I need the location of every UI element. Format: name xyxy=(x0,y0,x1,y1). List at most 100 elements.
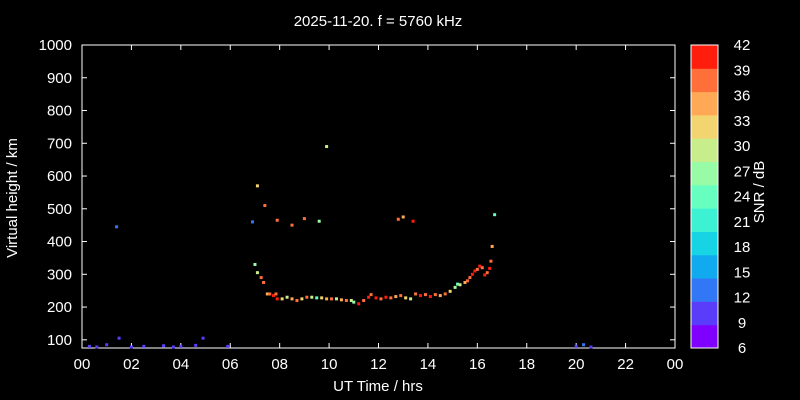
data-point xyxy=(490,244,494,248)
data-points xyxy=(87,145,593,349)
data-point xyxy=(339,298,343,302)
data-point xyxy=(274,292,278,296)
data-point xyxy=(582,343,586,347)
data-point xyxy=(325,145,329,149)
colorbar-segment xyxy=(691,231,718,256)
data-point xyxy=(589,345,593,349)
x-tick-label: 06 xyxy=(222,356,239,373)
data-point xyxy=(349,299,353,303)
colorbar-tick-label: 30 xyxy=(734,138,751,155)
colorbar-segment xyxy=(691,91,718,116)
data-point xyxy=(483,273,487,277)
data-point xyxy=(493,213,497,217)
colorbar-segment xyxy=(691,45,718,69)
colorbar-segment xyxy=(691,254,718,279)
colorbar-segment xyxy=(691,324,718,349)
data-point xyxy=(255,271,259,275)
data-point xyxy=(179,344,183,348)
data-point xyxy=(285,295,289,299)
x-tick-label: 00 xyxy=(74,356,91,373)
y-axis-label: Virtual height / km xyxy=(4,138,21,258)
x-tick-label: 02 xyxy=(123,356,140,373)
data-point xyxy=(443,292,447,296)
colorbar-segment xyxy=(691,161,718,186)
data-point xyxy=(423,293,427,297)
data-point xyxy=(419,294,423,298)
colorbar-segment xyxy=(691,278,718,302)
data-point xyxy=(396,217,400,221)
data-point xyxy=(171,345,175,349)
data-point xyxy=(115,225,119,229)
colorbar-segment xyxy=(691,208,718,232)
y-tick-label: 400 xyxy=(47,234,72,251)
data-point xyxy=(317,219,321,223)
data-point xyxy=(315,296,319,300)
data-point xyxy=(290,297,294,301)
x-tick-label: 22 xyxy=(617,356,634,373)
data-point xyxy=(448,289,452,293)
colorbar-tick-label: 9 xyxy=(738,315,746,332)
data-point xyxy=(271,294,275,298)
data-point xyxy=(253,262,257,266)
colorbar-label: SNR / dB xyxy=(751,161,768,224)
colorbar-tick-label: 6 xyxy=(738,340,746,357)
data-point xyxy=(259,276,263,280)
data-point xyxy=(226,344,230,348)
y-tick-label: 100 xyxy=(47,332,72,349)
colorbar-tick-label: 27 xyxy=(734,163,751,180)
data-point xyxy=(465,279,469,283)
data-point xyxy=(428,295,432,299)
data-point xyxy=(352,300,356,304)
data-point xyxy=(401,215,405,219)
data-point xyxy=(280,297,284,301)
colorbar-segment xyxy=(691,138,718,163)
data-point xyxy=(456,282,460,286)
y-tick-label: 700 xyxy=(47,135,72,152)
data-point xyxy=(389,296,393,300)
data-point xyxy=(250,220,254,224)
x-tick-label: 14 xyxy=(420,356,437,373)
colorbar-tick-label: 21 xyxy=(734,214,751,231)
colorbar-segment xyxy=(691,114,718,139)
data-point xyxy=(362,299,366,303)
chart-title: 2025-11-20. f = 5760 kHz xyxy=(294,13,463,30)
data-point xyxy=(374,296,378,300)
x-tick-label: 00 xyxy=(667,356,684,373)
x-axis-label: UT Time / hrs xyxy=(333,378,423,395)
data-point xyxy=(574,344,578,348)
data-point xyxy=(162,344,166,348)
data-point xyxy=(334,297,338,301)
data-point xyxy=(357,302,361,306)
y-tick-label: 900 xyxy=(47,70,72,87)
y-tick-label: 600 xyxy=(47,168,72,185)
colorbar-segment xyxy=(691,301,718,326)
x-tick-label: 10 xyxy=(321,356,338,373)
x-tick-label: 04 xyxy=(172,356,189,373)
colorbar-tick-label: 33 xyxy=(734,113,751,130)
data-point xyxy=(201,336,205,340)
data-point xyxy=(295,299,299,303)
y-tick-label: 300 xyxy=(47,266,72,283)
data-point xyxy=(275,297,279,301)
data-point xyxy=(325,297,329,301)
colorbar-tick-label: 18 xyxy=(734,239,751,256)
y-tick-label: 500 xyxy=(47,201,72,218)
data-point xyxy=(129,345,133,349)
x-tick-label: 18 xyxy=(518,356,535,373)
colorbar-tick-label: 42 xyxy=(734,37,751,54)
data-point xyxy=(458,283,462,287)
data-point xyxy=(310,295,314,299)
colorbar-tick-label: 12 xyxy=(734,290,751,307)
y-tick-label: 1000 xyxy=(39,37,72,54)
colorbar-tick-label: 24 xyxy=(734,189,751,206)
y-tick-label: 200 xyxy=(47,299,72,316)
data-point xyxy=(470,272,474,276)
data-point xyxy=(480,266,484,270)
data-point xyxy=(105,343,109,347)
data-point xyxy=(268,292,272,296)
data-point xyxy=(290,223,294,227)
data-point xyxy=(300,297,304,301)
data-point xyxy=(399,294,403,298)
data-point xyxy=(255,184,259,188)
